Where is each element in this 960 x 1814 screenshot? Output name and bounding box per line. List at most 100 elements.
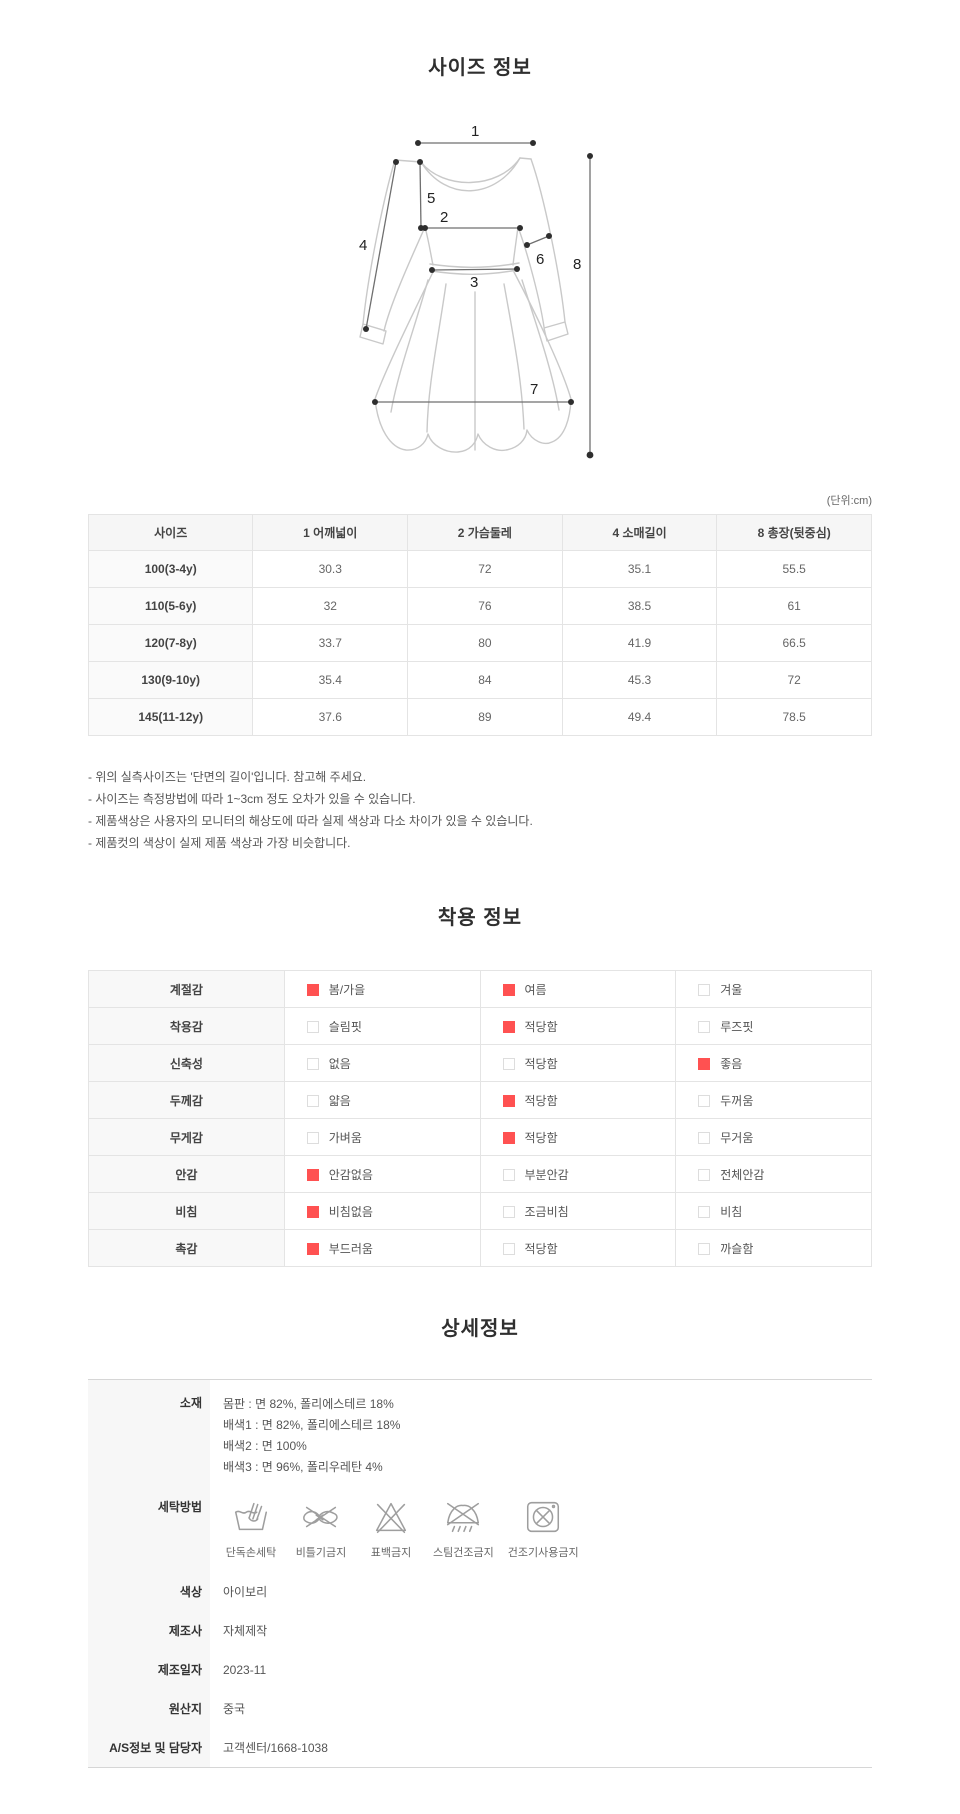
- size-diagram-area: 1 5 2 4 6 3 8 7: [88, 112, 872, 462]
- cell: 66.5: [716, 624, 872, 662]
- cell: 33.7: [252, 624, 409, 662]
- cell: 35.1: [561, 550, 718, 588]
- note-line: - 제품색상은 사용자의 모니터의 해상도에 따라 실제 색상과 다소 차이가 …: [88, 814, 533, 828]
- table-row: 두께감 얇음 적당함 두꺼움: [88, 1081, 872, 1119]
- measure-4: 4: [359, 237, 367, 254]
- color-value: 아이보리: [223, 1585, 268, 1599]
- hand-wash-icon: [234, 1502, 268, 1531]
- fit-option-label: 여름: [524, 982, 547, 997]
- table-row: 안감 안감없음 부분안감 전체안감: [88, 1155, 872, 1193]
- checkbox-icon: [306, 1020, 319, 1033]
- fit-option: 두꺼움: [675, 1081, 872, 1119]
- fit-option-label: 겨울: [720, 982, 743, 997]
- no-bleach-icon: [375, 1502, 407, 1534]
- color-row: 색상 아이보리: [88, 1572, 872, 1611]
- unit-label: (단위:cm): [826, 495, 872, 507]
- cell: 30.3: [252, 550, 409, 588]
- fit-option: 적당함: [479, 1229, 677, 1267]
- note-line: - 제품컷의 색상이 실제 제품 색상과 가장 비슷합니다.: [88, 836, 351, 850]
- washing-row: 세탁방법 단독손세탁: [88, 1484, 872, 1572]
- color-label: 색상: [88, 1572, 210, 1611]
- no-tumble-dry-icon: [527, 1501, 560, 1533]
- cell: 72: [407, 550, 563, 588]
- fit-row-label: 촉감: [88, 1229, 285, 1267]
- wash-method: 표백금지: [363, 1496, 419, 1560]
- origin-row: 원산지 중국: [88, 1689, 872, 1728]
- fit-option: 비침없음: [283, 1192, 481, 1230]
- fit-option-label: 무거움: [720, 1130, 754, 1145]
- checkbox-icon: [502, 1094, 515, 1107]
- wash-method: 건조기사용금지: [508, 1496, 579, 1560]
- as-info-value: 고객센터/1668-1038: [223, 1741, 328, 1755]
- fit-option-label: 적당함: [524, 1019, 558, 1034]
- checkbox-icon: [698, 1205, 711, 1218]
- wash-method-label: 비틀기금지: [295, 1547, 347, 1559]
- fit-option-label: 적당함: [524, 1130, 558, 1145]
- fit-option: 적당함: [479, 1044, 677, 1082]
- fit-option-label: 가벼움: [328, 1130, 362, 1145]
- length-col-header: 8 총장(뒷중심): [716, 514, 872, 551]
- checkbox-icon: [502, 1168, 515, 1181]
- shoulder-col-header: 1 어깨넓이: [252, 514, 409, 551]
- as-info-row: A/S정보 및 담당자 고객센터/1668-1038: [88, 1728, 872, 1767]
- cell: 35.4: [252, 661, 409, 699]
- size-table: 사이즈 1 어깨넓이 2 가슴둘레 4 소매길이 8 총장(뒷중심) 100(3…: [87, 514, 872, 736]
- fit-option-label: 슬림핏: [328, 1019, 362, 1034]
- size-table-header-row: 사이즈 1 어깨넓이 2 가슴둘레 4 소매길이 8 총장(뒷중심): [87, 514, 872, 551]
- cell: 89: [407, 698, 563, 736]
- cell: 49.4: [561, 698, 718, 736]
- size-notes: - 위의 실측사이즈는 '단면의 길이'입니다. 참고해 주세요. - 사이즈는…: [88, 766, 872, 854]
- fit-option: 적당함: [479, 1007, 677, 1045]
- wash-method: 스팀건조금지: [433, 1496, 494, 1560]
- fit-option-label: 부드러움: [328, 1241, 373, 1256]
- cell: 78.5: [716, 698, 872, 736]
- cell: 80: [407, 624, 563, 662]
- note-line: - 위의 실측사이즈는 '단면의 길이'입니다. 참고해 주세요.: [88, 770, 367, 784]
- fit-option: 가벼움: [283, 1118, 481, 1156]
- fit-option-label: 부분안감: [524, 1167, 569, 1182]
- fit-option: 겨울: [675, 970, 872, 1008]
- no-steam-dry-icon: [447, 1502, 480, 1533]
- manufacturer-label: 제조사: [88, 1611, 210, 1650]
- fit-option: 까슬함: [675, 1229, 872, 1267]
- fit-option: 슬림핏: [283, 1007, 481, 1045]
- checkbox-icon: [306, 1057, 319, 1070]
- checkbox-icon: [698, 983, 711, 996]
- chest-col-header: 2 가슴둘레: [407, 514, 563, 551]
- checkbox-icon: [502, 1131, 515, 1144]
- size-section-title: 사이즈 정보: [428, 57, 532, 79]
- fit-option-label: 적당함: [524, 1241, 558, 1256]
- no-wring-icon: [303, 1506, 338, 1528]
- checkbox-icon: [306, 1205, 319, 1218]
- size-col-header: 사이즈: [87, 514, 254, 551]
- origin-value: 중국: [223, 1702, 246, 1716]
- wash-method-label: 스팀건조금지: [433, 1547, 494, 1559]
- size-name: 100(3-4y): [87, 550, 254, 588]
- fit-option: 비침: [675, 1192, 872, 1230]
- cell: 41.9: [561, 624, 718, 662]
- size-name: 120(7-8y): [87, 624, 254, 662]
- wash-method-label: 표백금지: [370, 1547, 412, 1559]
- checkbox-icon: [502, 1057, 515, 1070]
- cell: 55.5: [716, 550, 872, 588]
- fit-option: 무거움: [675, 1118, 872, 1156]
- fit-option: 부드러움: [283, 1229, 481, 1267]
- note-line: - 사이즈는 측정방법에 따라 1~3cm 정도 오차가 있을 수 있습니다.: [88, 792, 416, 806]
- material-value: 몸판 : 면 82%, 폴리에스테르 18% 배색1 : 면 82%, 폴리에스…: [210, 1380, 872, 1484]
- material-label: 소재: [88, 1380, 210, 1484]
- fit-option-label: 까슬함: [720, 1241, 754, 1256]
- mfg-date-row: 제조일자 2023-11: [88, 1650, 872, 1689]
- fit-option-label: 좋음: [720, 1056, 743, 1071]
- table-row: 130(9-10y) 35.4 84 45.3 72: [87, 661, 872, 699]
- fit-option-label: 얇음: [328, 1093, 351, 1108]
- as-info-label: A/S정보 및 담당자: [88, 1728, 210, 1767]
- washing-label: 세탁방법: [88, 1484, 210, 1572]
- fit-section-title: 착용 정보: [437, 907, 523, 929]
- detail-section-title: 상세정보: [441, 1318, 519, 1340]
- checkbox-icon: [502, 1020, 515, 1033]
- material-line: 배색3 : 면 96%, 폴리우레탄 4%: [223, 1460, 383, 1474]
- fit-option-label: 적당함: [524, 1056, 558, 1071]
- fit-option: 조금비침: [479, 1192, 677, 1230]
- fit-row-label: 무게감: [88, 1118, 285, 1156]
- measure-6: 6: [536, 251, 544, 268]
